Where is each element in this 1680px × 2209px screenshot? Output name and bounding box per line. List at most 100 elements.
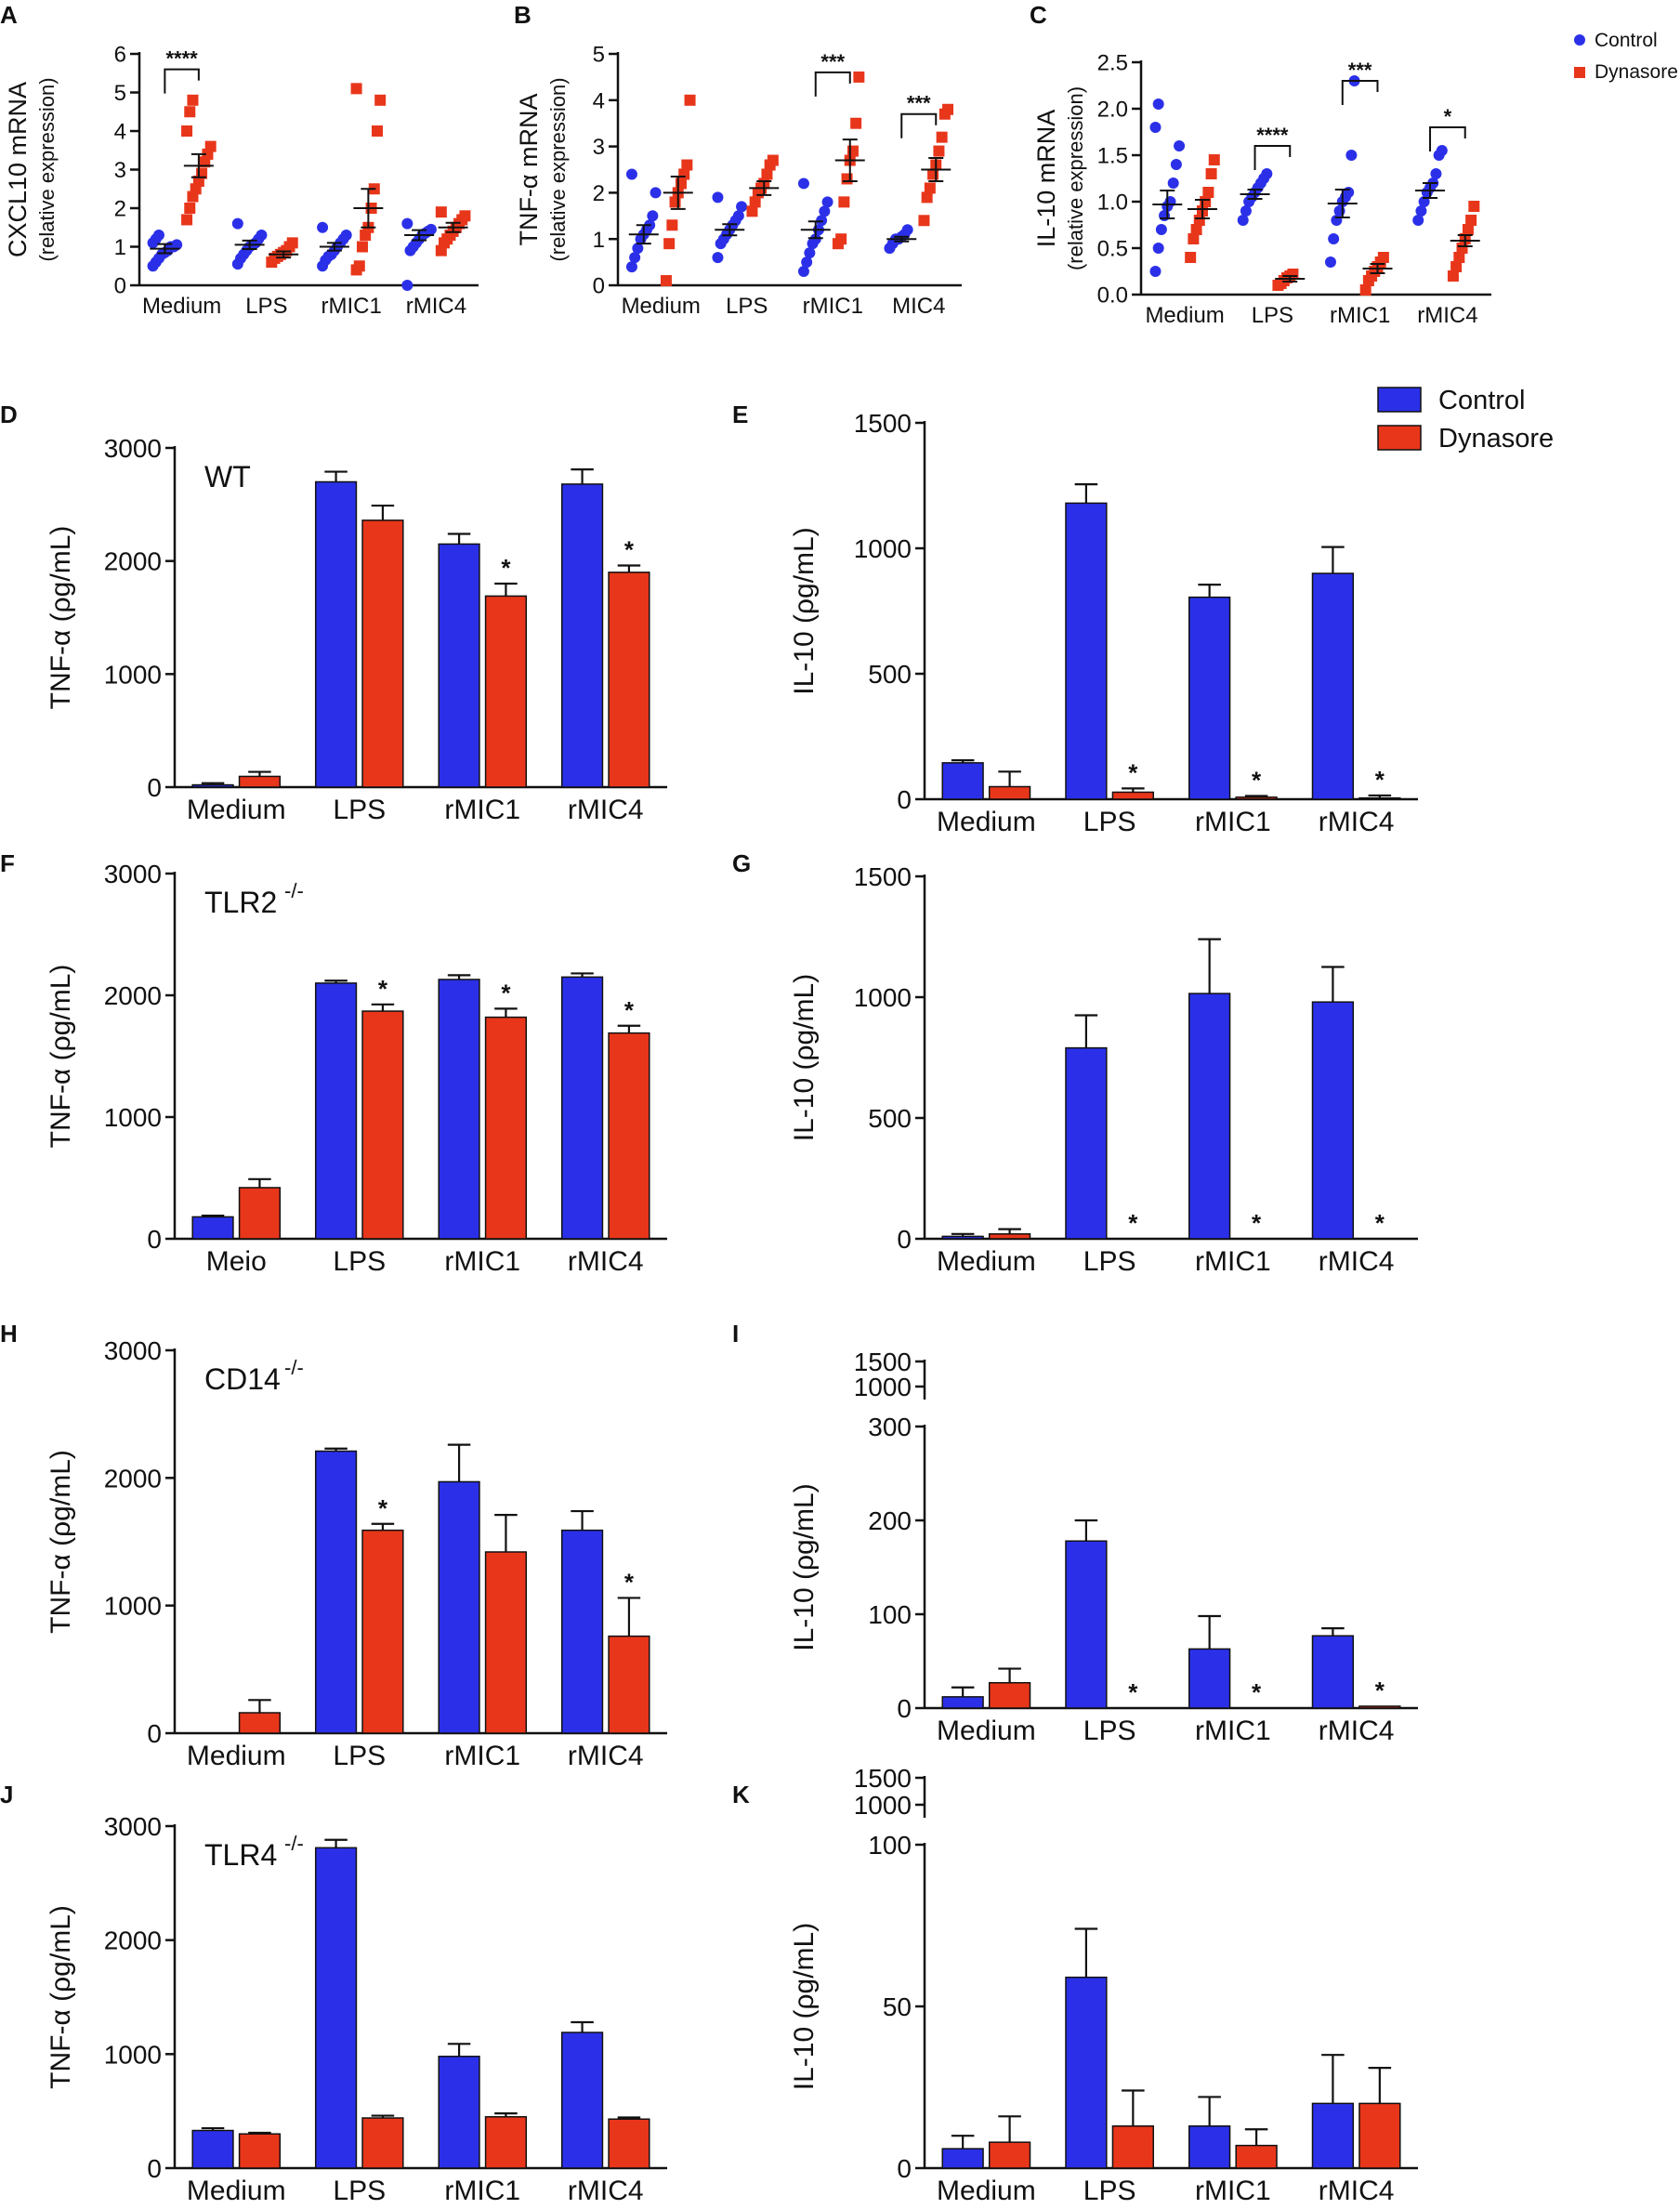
significance-label: **** [1256, 124, 1289, 147]
data-point-dynasore [374, 94, 387, 106]
data-point-dynasore [1465, 215, 1477, 226]
y-tick-label: 5 [114, 81, 126, 106]
x-tick-label: LPS [1083, 807, 1136, 837]
x-tick-label: Medium [937, 1246, 1036, 1277]
y-tick-label: 1 [114, 235, 126, 260]
y-tick-label: 0.0 [1097, 283, 1128, 309]
bar-control [941, 2148, 984, 2169]
data-point-control [804, 247, 816, 259]
bar-dynasore [1235, 796, 1278, 800]
panel-letter: I [732, 1320, 739, 1348]
bar-control [1311, 1001, 1355, 1240]
genotype-label: WT [204, 460, 251, 493]
data-point-control [401, 217, 413, 230]
data-point-control [819, 205, 831, 217]
data-point-control [425, 223, 437, 235]
data-point-dynasore [360, 230, 372, 242]
data-point-dynasore [838, 196, 850, 208]
legend-control-label: Control [1595, 30, 1658, 51]
data-point-control [629, 252, 641, 264]
genotype-label: TLR2 [204, 886, 277, 919]
significance-bracket [1341, 80, 1379, 105]
data-point-dynasore [746, 205, 758, 217]
chart-B: 0 1 2 3 4 5 TNF-α mRNA (relative expression) B Me… [514, 1, 962, 319]
data-point-dynasore [371, 125, 383, 137]
bar-control [1188, 2125, 1231, 2169]
x-tick-label: rMIC4 [1319, 1716, 1395, 1746]
data-point-control [647, 210, 659, 222]
y-tick-label: 2.0 [1097, 98, 1128, 123]
bar-dynasore [608, 1032, 650, 1240]
data-point-control [1167, 178, 1179, 189]
genotype-superscript: -/- [284, 1832, 304, 1855]
significance-bracket [164, 68, 200, 94]
bar-dynasore [1358, 796, 1401, 800]
legend-bar-dynasore-swatch [1377, 425, 1422, 451]
x-tick-label: MIC4 [892, 294, 945, 319]
significance-star: * [1252, 1678, 1262, 1706]
data-point-control [1149, 122, 1162, 133]
bar-control [941, 762, 984, 800]
bar-dynasore [988, 2141, 1031, 2169]
x-tick-label: Medium [187, 1741, 286, 1771]
bar-dynasore [988, 1233, 1031, 1240]
bar-control [191, 1216, 234, 1240]
data-point-dynasore [1468, 201, 1480, 212]
data-point-control [625, 168, 637, 180]
significance-star: * [1128, 1209, 1138, 1237]
significance-label: * [1444, 105, 1452, 128]
y-axis-label: CXCL10 mRNA [4, 82, 32, 257]
x-tick-label: rMIC1 [444, 2176, 520, 2206]
significance-bracket [1429, 126, 1466, 151]
data-point-control [1328, 233, 1340, 244]
y-tick-label: 0 [897, 785, 912, 814]
x-tick-label: rMIC4 [568, 1246, 644, 1277]
x-tick-label: Medium [937, 2176, 1036, 2206]
bar-dynasore [484, 1016, 528, 1240]
x-tick-label: Meio [206, 1246, 267, 1277]
data-point-dynasore [850, 117, 862, 129]
x-tick-label: LPS [333, 1741, 386, 1771]
bar-dynasore [484, 1551, 528, 1734]
y-axis-label: TNF-α (ρg/mL) [46, 1450, 76, 1634]
data-point-control [712, 191, 724, 204]
data-point-control [1152, 99, 1164, 110]
x-tick-label: Medium [187, 2176, 286, 2206]
data-point-dynasore [921, 191, 933, 204]
y-tick-label: 2 [593, 181, 605, 206]
panel-letter: F [0, 849, 15, 877]
x-tick-label: LPS [245, 294, 287, 319]
significance-star: * [378, 975, 388, 1003]
data-point-control [797, 178, 809, 190]
significance-label: *** [820, 50, 845, 73]
data-point-dynasore [350, 83, 362, 95]
data-point-control [797, 266, 809, 278]
data-point-dynasore [435, 206, 447, 218]
x-tick-label: LPS [1083, 2176, 1136, 2206]
data-point-dynasore [853, 71, 865, 83]
bar-control [1065, 502, 1108, 800]
significance-label: **** [166, 47, 199, 71]
y-axis-label: TNF-α (ρg/mL) [46, 965, 76, 1149]
y-tick-label: 1000 [854, 1373, 912, 1401]
data-point-control [1415, 205, 1427, 217]
data-point-control [1343, 187, 1355, 198]
y-tick-label: 6 [114, 43, 126, 68]
y-tick-label: 1500 [854, 862, 912, 891]
bar-dynasore [238, 1712, 282, 1734]
y-axis-label-secondary: (relative expression) [1064, 86, 1087, 270]
genotype-label: TLR4 [204, 1838, 277, 1872]
data-point-control [650, 187, 662, 199]
bar-control [1188, 993, 1231, 1240]
data-point-dynasore [187, 94, 199, 106]
x-tick-label: rMIC1 [803, 294, 863, 319]
bar-control [1065, 1046, 1108, 1240]
legend-dynasore-label: Dynasore [1595, 61, 1678, 83]
data-point-control [1170, 159, 1182, 170]
bar-control [560, 976, 604, 1240]
y-tick-label: 1000 [104, 2040, 162, 2069]
y-axis-label: IL-10 (ρg/mL) [789, 974, 820, 1141]
panel-letter: B [514, 1, 532, 29]
y-axis-label: TNF-α (ρg/mL) [46, 1905, 76, 2089]
